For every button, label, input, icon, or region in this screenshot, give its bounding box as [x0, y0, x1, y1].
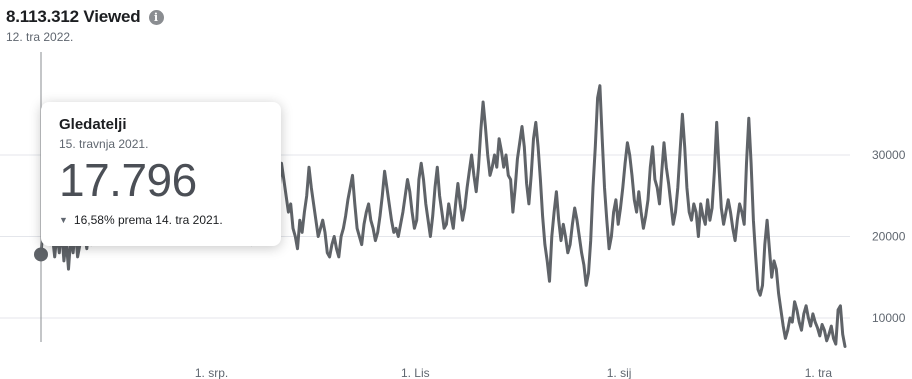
triangle-down-icon: ▼	[59, 215, 68, 225]
header-date: 12. tra 2022.	[6, 30, 74, 44]
info-icon[interactable]: i	[148, 9, 164, 25]
x-tick-label: 1. srp.	[195, 366, 228, 379]
x-tick-label: 1. tra	[805, 366, 833, 379]
chart-header: 8.113.312 Viewed i 12. tra 2022.	[6, 7, 164, 44]
tooltip-date: 15. travnja 2021.	[59, 137, 149, 151]
total-viewed-title: 8.113.312 Viewed	[6, 7, 141, 26]
x-tick-label: 1. sij	[607, 366, 632, 379]
tooltip-card: Gledatelji 15. travnja 2021. 17.796 ▼ 16…	[41, 102, 281, 246]
y-tick-label: 10000	[872, 311, 906, 325]
y-tick-label: 20000	[872, 230, 906, 244]
y-tick-label: 30000	[872, 148, 906, 162]
tooltip-title: Gledatelji	[59, 116, 127, 133]
tooltip-value: 17.796	[59, 154, 197, 206]
x-tick-label: 1. Lis	[401, 366, 430, 379]
tooltip-change: ▼ 16,58% prema 14. tra 2021.	[59, 213, 263, 227]
tooltip-change-text: 16,58% prema 14. tra 2021.	[73, 213, 223, 227]
hover-point[interactable]	[34, 247, 48, 262]
title-row: 8.113.312 Viewed i	[6, 7, 164, 27]
